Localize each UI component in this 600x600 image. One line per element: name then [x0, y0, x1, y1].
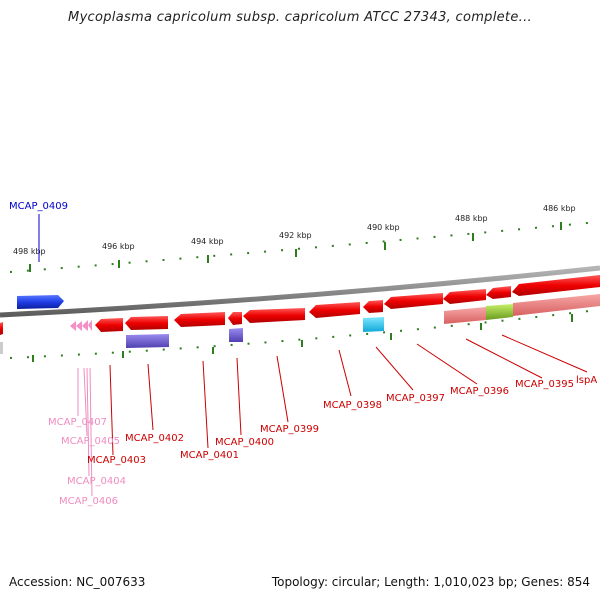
gene-label-mcap-0405[interactable]: MCAP_0405	[61, 436, 120, 447]
gene-mcap-0395[interactable]	[443, 289, 486, 304]
leader-line	[375, 346, 414, 391]
map-title: Mycoplasma capricolum subsp. capricolum …	[68, 10, 532, 25]
gene-label-mcap-0403[interactable]: MCAP_0403	[87, 455, 146, 466]
leader-line	[109, 364, 114, 456]
gene-label-mcap-0395[interactable]: MCAP_0395	[515, 379, 574, 390]
inner-scale	[9, 309, 599, 362]
feature-salmon-1[interactable]	[444, 307, 486, 324]
feature-left-edge	[0, 342, 3, 354]
feature-track	[0, 294, 600, 354]
scale-label: 492 kbp	[279, 231, 312, 240]
leader-line	[83, 367, 88, 437]
gene-left-edge[interactable]	[0, 322, 3, 335]
gene-label-mcap-0396[interactable]: MCAP_0396	[450, 386, 509, 397]
gene-label-mcap-0397[interactable]: MCAP_0397	[386, 393, 445, 404]
gene-mcap-0398[interactable]	[309, 302, 360, 318]
feature-purple-2[interactable]	[229, 328, 243, 342]
gene-label-mcap-0407[interactable]: MCAP_0407	[48, 417, 107, 428]
leader-line	[89, 367, 93, 497]
gene-mcap-0397[interactable]	[363, 300, 383, 313]
leader-line	[202, 360, 209, 449]
gene-mcap-0399[interactable]	[243, 308, 305, 323]
gene-label-mcap-0409[interactable]: MCAP_0409	[9, 201, 68, 212]
accession-text: Accession: NC_007633	[9, 575, 146, 589]
feature-salmon-2[interactable]	[513, 294, 600, 316]
gene-label-mcap-0406[interactable]: MCAP_0406	[59, 496, 118, 507]
feature-green[interactable]	[486, 304, 513, 320]
scale-label: 498 kbp	[13, 247, 46, 256]
genome-backbone	[0, 265, 600, 318]
leader-line	[236, 357, 242, 436]
gene-mcap-0401[interactable]	[174, 312, 225, 327]
leader-line	[465, 338, 543, 379]
gene-right-edge[interactable]	[512, 275, 600, 296]
gene-label-mcap-0402[interactable]: MCAP_0402	[125, 433, 184, 444]
scale-label: 496 kbp	[102, 242, 135, 251]
gene-lspa[interactable]	[486, 286, 511, 299]
gene-rna-cluster[interactable]	[70, 320, 92, 331]
gene-mcap-0400[interactable]	[228, 312, 242, 325]
gene-label-mcap-0404[interactable]: MCAP_0404	[67, 476, 126, 487]
scale-label: 486 kbp	[543, 204, 576, 213]
gene-label-mcap-0398[interactable]: MCAP_0398	[323, 400, 382, 411]
leader-line	[501, 334, 588, 373]
reverse-strand-genes	[0, 275, 600, 335]
gene-mcap-0396[interactable]	[384, 293, 443, 309]
leader-line	[276, 355, 289, 423]
gene-mcap-0402[interactable]	[125, 316, 168, 330]
outer-tick-row	[9, 221, 599, 273]
scale-labels: 498 kbp 496 kbp 494 kbp 492 kbp 490 kbp …	[13, 204, 576, 256]
gene-labels: MCAP_0409 MCAP_0407 MCAP_0405 MCAP_0404 …	[9, 201, 597, 507]
scale-label: 490 kbp	[367, 223, 400, 232]
leader-line	[86, 367, 90, 477]
scale-label: 488 kbp	[455, 214, 488, 223]
scale-label: 494 kbp	[191, 237, 224, 246]
gene-mcap-0409[interactable]	[17, 295, 64, 309]
leader-lines	[77, 334, 588, 497]
gene-label-mcap-0399[interactable]: MCAP_0399	[260, 424, 319, 435]
feature-purple-1[interactable]	[126, 334, 169, 348]
feature-cyan[interactable]	[363, 317, 384, 332]
outer-scale	[9, 221, 599, 273]
gene-label-mcap-0401[interactable]: MCAP_0401	[180, 450, 239, 461]
leader-line	[147, 363, 154, 431]
gene-label-mcap-0400[interactable]: MCAP_0400	[215, 437, 274, 448]
gene-mcap-0403[interactable]	[95, 318, 123, 332]
genome-summary-text: Topology: circular; Length: 1,010,023 bp…	[271, 575, 590, 589]
leader-line	[416, 343, 478, 385]
leader-line	[338, 349, 352, 397]
gene-label-lspa[interactable]: lspA	[576, 375, 597, 386]
